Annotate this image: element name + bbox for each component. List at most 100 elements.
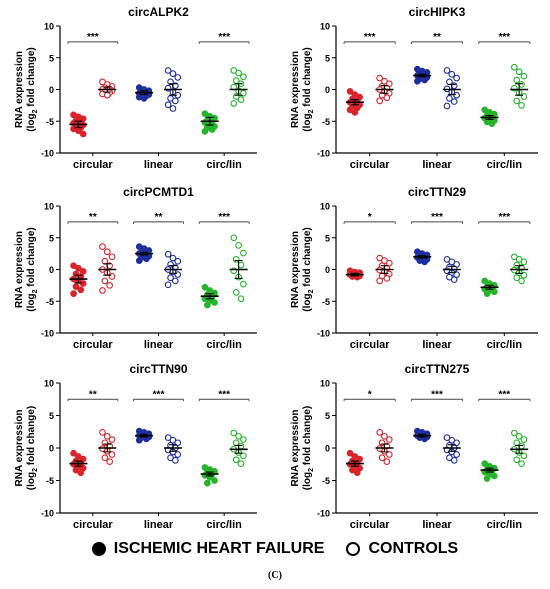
data-point (513, 274, 521, 282)
data-point (443, 102, 451, 110)
data-point (237, 460, 245, 467)
significance-label: ** (433, 32, 441, 43)
data-point (518, 460, 525, 467)
data-point (235, 432, 242, 440)
data-point (171, 456, 179, 464)
data-point (174, 271, 182, 278)
data-point (351, 109, 359, 116)
chart-title: circTTN275 (405, 362, 470, 376)
data-point (515, 68, 523, 76)
data-point (77, 286, 85, 294)
data-point (232, 289, 240, 296)
data-point (240, 249, 247, 257)
data-point (490, 472, 498, 480)
chart-panel-circPCMTD1: circPCMTD1 RNA expression (log2 fold chang… (0, 180, 265, 355)
data-point (169, 105, 177, 112)
x-tick-label: circ/lin (206, 339, 242, 351)
data-point (488, 120, 496, 128)
chart-panel-circALPK2: circALPK2 RNA expression (log2 fold change… (0, 0, 265, 175)
data-point (385, 436, 393, 443)
data-point (378, 454, 386, 462)
chart-title: circTTN90 (129, 362, 187, 376)
data-point (520, 452, 528, 460)
data-point (490, 288, 498, 296)
data-point (77, 469, 85, 477)
data-point (79, 130, 87, 138)
significance-label: *** (498, 389, 510, 400)
data-point (99, 287, 106, 294)
y-axis-label-units: (log2 fold change) (302, 227, 315, 311)
data-point (108, 451, 116, 458)
y-tick-label: -5 (46, 476, 54, 486)
y-tick-label: 5 (325, 53, 330, 63)
x-tick-label: circ/lin (206, 159, 242, 171)
data-point (237, 96, 245, 104)
data-point (99, 429, 106, 436)
chart-svg: circTTN275 RNA expression (log2 fold chang… (290, 362, 538, 531)
data-point (70, 290, 77, 297)
data-point (520, 436, 528, 443)
y-tick-label: 5 (49, 53, 54, 63)
y-tick-label: 10 (44, 379, 54, 389)
data-point (510, 63, 518, 71)
y-tick-label: -5 (46, 117, 54, 127)
legend-label-controls: CONTROLS (368, 540, 459, 557)
data-point (99, 243, 106, 250)
data-point (135, 436, 143, 444)
significance-label: *** (87, 32, 99, 43)
x-tick-label: linear (144, 339, 174, 351)
significance-label: *** (498, 212, 510, 223)
x-tick-label: circ/lin (487, 339, 523, 351)
x-tick-label: circular (350, 159, 390, 171)
y-axis-label: RNA expression (290, 410, 301, 487)
y-tick-label: 5 (49, 233, 54, 243)
data-point (446, 95, 453, 102)
legend: ISCHEMIC HEART FAILURE CONTROLS (0, 536, 550, 562)
y-tick-label: 0 (325, 444, 330, 454)
y-tick-label: 0 (325, 265, 330, 275)
x-tick-label: circular (73, 159, 113, 171)
y-axis-label: RNA expression (290, 51, 301, 128)
data-point (230, 234, 238, 242)
data-point (450, 456, 458, 464)
data-point (510, 429, 518, 437)
data-point (513, 456, 521, 464)
data-point (164, 101, 172, 109)
y-tick-label: 10 (320, 202, 330, 212)
data-point (483, 475, 491, 482)
chart-title: circHIPK3 (409, 5, 466, 19)
y-axis-label: RNA expression (14, 51, 25, 128)
data-point (103, 91, 111, 99)
data-point (453, 451, 460, 458)
data-point (240, 436, 247, 443)
y-tick-label: 10 (44, 22, 54, 32)
chart-svg: circALPK2 RNA expression (log2 fold change… (14, 5, 257, 171)
data-point (171, 97, 179, 105)
x-tick-label: circular (73, 339, 113, 351)
open-circle-icon (346, 542, 361, 556)
significance-label: *** (431, 212, 443, 223)
y-tick-label: -10 (41, 149, 54, 159)
data-point (383, 458, 391, 465)
figure-caption: (C) (268, 570, 282, 581)
significance-label: * (368, 212, 372, 223)
x-tick-label: linear (422, 159, 452, 171)
data-point (70, 449, 77, 457)
data-point (520, 258, 528, 266)
data-point (515, 432, 523, 440)
data-point (101, 277, 109, 285)
y-tick-label: -10 (41, 329, 54, 339)
data-point (72, 283, 80, 290)
chart-svg: circTTN29 RNA expression (log2 fold change… (290, 185, 538, 351)
legend-label-ischemic: ISCHEMIC HEART FAILURE (113, 540, 325, 557)
data-point (164, 250, 172, 258)
data-point (232, 456, 240, 464)
data-point (483, 290, 491, 297)
y-tick-label: 0 (49, 85, 54, 95)
x-tick-label: linear (422, 339, 452, 351)
chart-panel-circHIPK3: circHIPK3 RNA expression (log2 fold change… (276, 0, 546, 175)
data-point (103, 248, 111, 256)
data-point (164, 281, 172, 289)
data-point (135, 257, 143, 264)
chart-title: circTTN29 (408, 185, 466, 199)
